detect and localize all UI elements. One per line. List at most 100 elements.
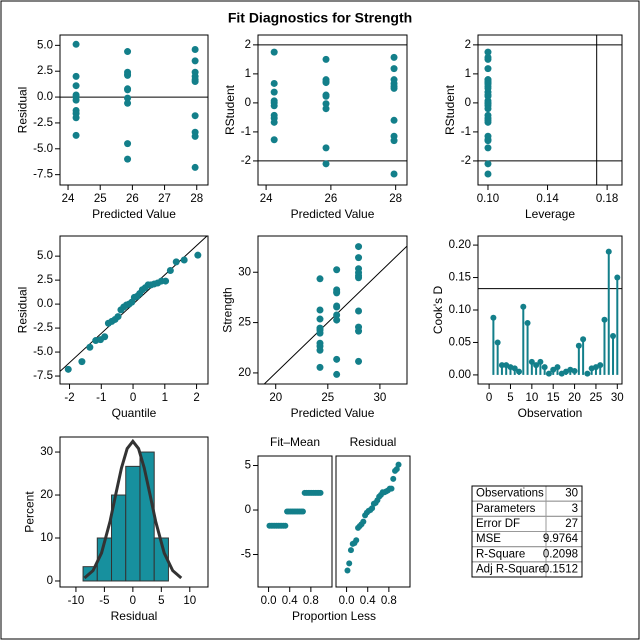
needle-head	[528, 358, 535, 365]
x-tick-label: -10	[68, 595, 85, 607]
y-tick-label: -2	[461, 155, 471, 167]
point	[270, 48, 278, 56]
point	[484, 116, 492, 124]
point	[355, 254, 363, 262]
x-tick-label: 15	[547, 392, 560, 404]
point	[191, 132, 199, 140]
plot-frame	[257, 235, 408, 385]
point	[355, 357, 363, 365]
y-tick-label: 2.5	[37, 65, 53, 77]
y-tick-label: -5.0	[33, 143, 53, 155]
point	[322, 105, 330, 113]
plot-frame	[257, 34, 408, 186]
x-tick-label: 0.8	[303, 595, 319, 607]
x-tick-label: 0.14	[536, 193, 559, 205]
point	[390, 137, 398, 145]
y-axis-label: RStudent	[443, 84, 457, 135]
y-tick-label: 5.0	[37, 39, 53, 51]
point	[322, 160, 330, 168]
point	[346, 560, 353, 567]
point	[355, 327, 363, 335]
point	[484, 48, 492, 56]
x-tick-label: 26	[324, 193, 337, 205]
point	[390, 475, 397, 482]
x-tick-label: 25	[94, 193, 107, 205]
plot-frame	[477, 235, 623, 385]
x-tick-label: 28	[389, 193, 402, 205]
point	[64, 365, 72, 373]
point	[270, 118, 278, 126]
x-tick-label: 10	[183, 595, 196, 607]
y-tick-label: 0.0	[37, 91, 53, 103]
x-tick-label: 20	[568, 392, 581, 404]
point	[166, 267, 174, 275]
x-tick-label: 5	[507, 392, 513, 404]
point	[72, 96, 80, 104]
point	[388, 485, 395, 492]
point	[316, 363, 324, 371]
needle-head	[610, 332, 617, 339]
point	[78, 358, 86, 366]
point	[72, 40, 80, 48]
x-tick-label: -1	[96, 392, 106, 404]
point	[390, 65, 398, 73]
point	[124, 155, 132, 163]
point	[282, 522, 289, 529]
y-tick-label: 30	[40, 446, 53, 458]
point	[484, 160, 492, 168]
y-tick-label: 2	[465, 39, 471, 51]
point	[484, 105, 492, 113]
needle-head	[584, 370, 591, 377]
x-tick-label: 25	[321, 392, 334, 404]
x-tick-label: 24	[260, 193, 273, 205]
x-tick-label: 28	[190, 193, 203, 205]
point	[270, 79, 278, 87]
point	[316, 329, 324, 337]
point	[172, 258, 180, 266]
x-tick-label: 20	[269, 392, 282, 404]
point	[316, 275, 324, 283]
y-tick-label: -5	[241, 549, 251, 561]
y-tick-label: 10	[40, 532, 53, 544]
point	[484, 53, 492, 61]
needle-head	[498, 362, 505, 369]
plot-frame	[335, 455, 411, 588]
point	[322, 92, 330, 100]
plot-area	[263, 243, 407, 384]
point	[322, 55, 330, 63]
point	[191, 112, 199, 120]
point	[484, 170, 492, 178]
point	[114, 313, 122, 321]
y-axis-label: Residual	[15, 287, 29, 334]
histogram-bar	[139, 451, 155, 582]
x-tick-label: 2	[193, 392, 199, 404]
plot-area	[258, 44, 407, 178]
needle-head	[520, 303, 527, 310]
point	[333, 370, 341, 378]
stat-label: Parameters	[476, 503, 536, 515]
needle-head	[537, 358, 544, 365]
y-axis-label: Percent	[22, 491, 36, 533]
point	[355, 243, 363, 251]
histogram-bar	[125, 465, 141, 582]
needle-head	[605, 248, 612, 255]
x-tick-label: 0.8	[381, 595, 397, 607]
needle-head	[511, 365, 518, 372]
x-tick-label: 24	[62, 193, 75, 205]
needle-head	[571, 368, 578, 375]
needle-head	[554, 364, 561, 371]
needle-head	[494, 339, 501, 346]
needle-head	[490, 314, 497, 321]
y-tick-label: -7.5	[33, 370, 53, 382]
point	[333, 355, 341, 363]
x-tick-label: 0.4	[282, 595, 299, 607]
x-tick-label: 5	[158, 595, 164, 607]
needle-head	[545, 370, 552, 377]
point	[333, 316, 341, 324]
x-tick-label: 30	[611, 392, 624, 404]
table-frame	[471, 485, 583, 578]
y-tick-label: 1	[465, 68, 471, 80]
stat-value: 0.2098	[543, 548, 578, 560]
